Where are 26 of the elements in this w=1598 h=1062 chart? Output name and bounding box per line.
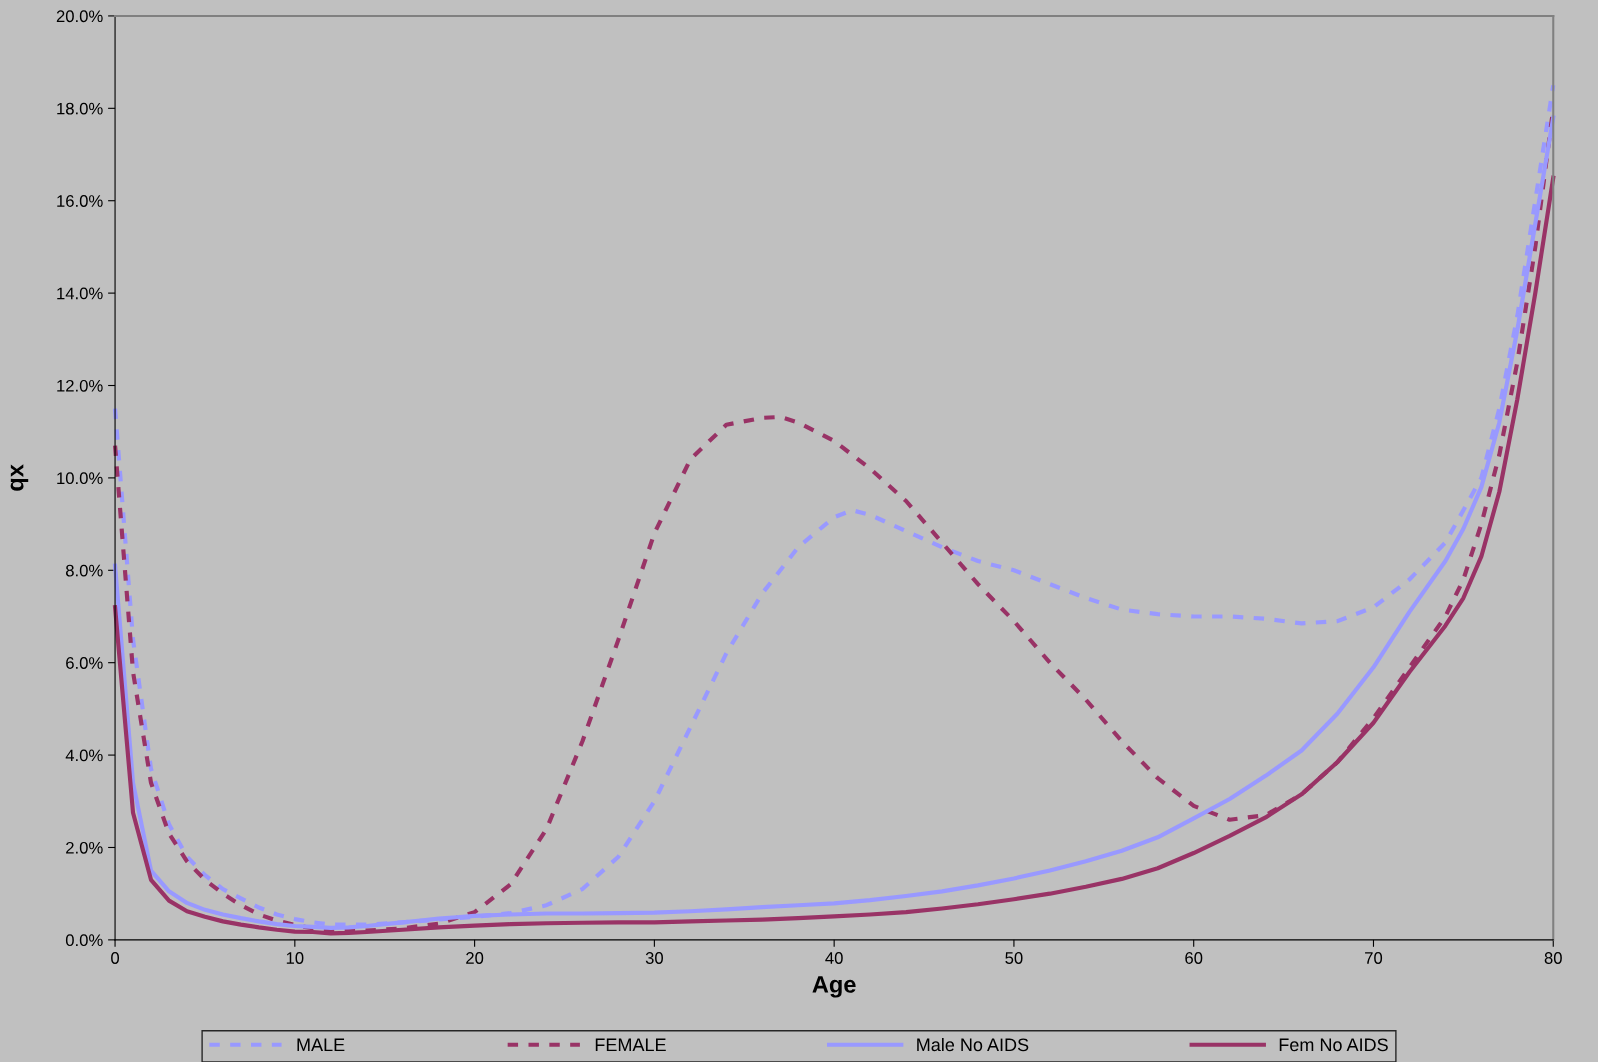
x-tick-label: 80: [1544, 952, 1562, 964]
legend-label: MALE: [297, 1038, 345, 1052]
y-tick-label: 4.0%: [65, 749, 103, 762]
y-tick-label: 16.0%: [57, 195, 103, 207]
y-tick-label: 8.0%: [65, 564, 103, 577]
x-tick-label: 50: [1005, 952, 1023, 964]
x-tick-label: 60: [1185, 952, 1203, 964]
x-axis-title: Age: [812, 976, 856, 998]
x-tick-label: 0: [111, 952, 120, 964]
x-tick-label: 30: [645, 952, 663, 964]
y-tick-label: 14.0%: [57, 287, 103, 300]
x-tick-label: 10: [286, 952, 304, 964]
x-tick-label: 40: [825, 952, 843, 964]
y-tick-label: 0.0%: [65, 934, 103, 947]
y-tick-label: 6.0%: [66, 657, 103, 669]
y-tick-label: 12.0%: [57, 379, 103, 392]
y-axis-title: qx: [10, 464, 29, 491]
x-tick-label: 70: [1365, 952, 1383, 964]
y-tick-label: 10.0%: [57, 472, 103, 485]
y-tick-label: 2.0%: [66, 841, 103, 854]
x-tick-label: 20: [466, 952, 484, 964]
legend-label: Male No AIDS: [917, 1037, 1029, 1052]
legend-label: FEMALE: [595, 1038, 666, 1052]
y-tick-label: 20.0%: [56, 10, 103, 23]
legend-label: Fem No AIDS: [1279, 1038, 1388, 1052]
y-tick-label: 18.0%: [57, 102, 103, 115]
